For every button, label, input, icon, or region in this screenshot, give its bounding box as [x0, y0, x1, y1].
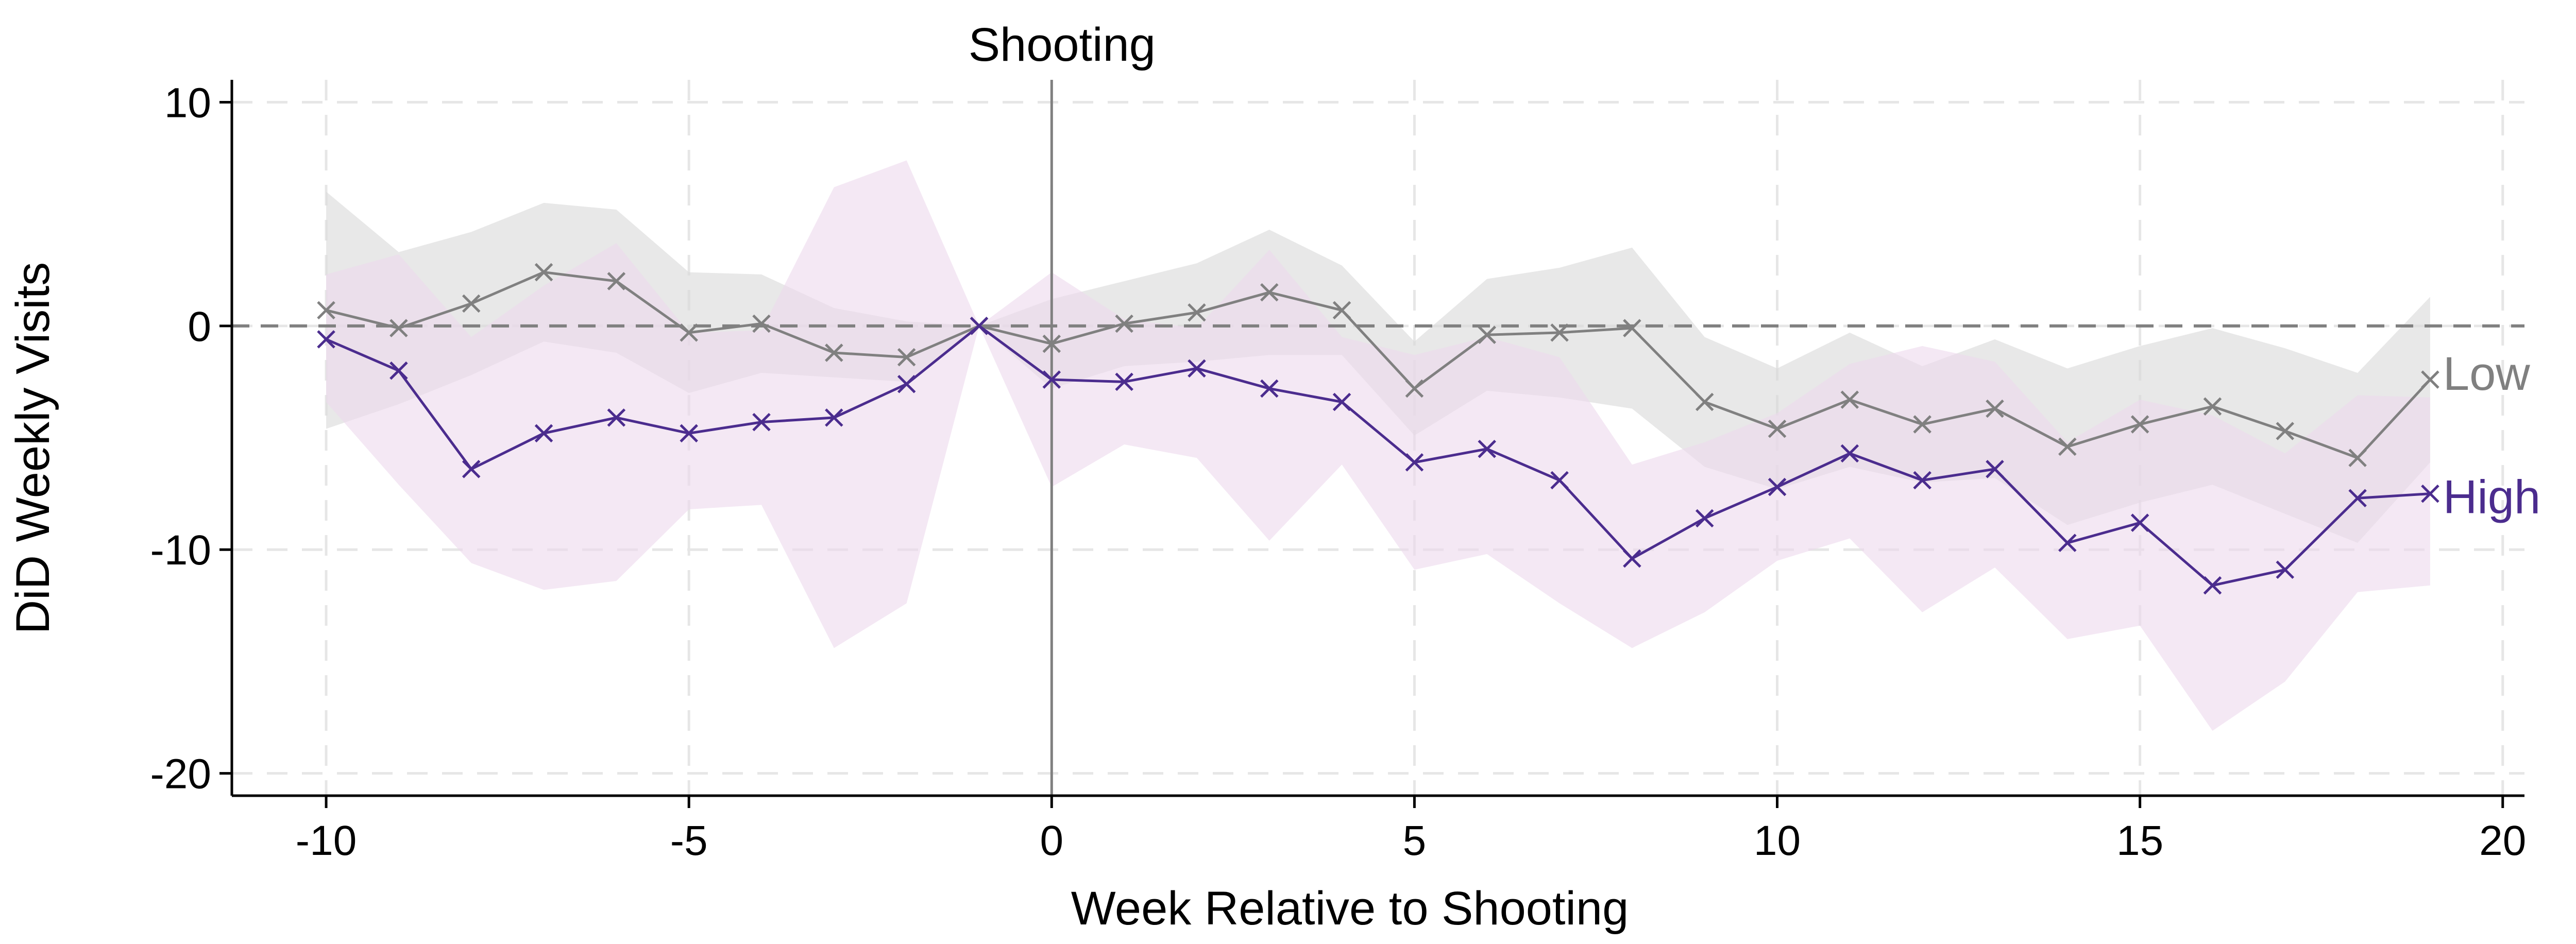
data-point-low: [1768, 419, 1787, 438]
data-point-low: [1550, 323, 1569, 342]
data-point-high: [825, 408, 843, 427]
data-point-low: [825, 344, 843, 362]
series-line-high: [326, 324, 2431, 587]
axes: -10 -5 0 5 10 15 20 10 0 -10 -20: [150, 79, 2526, 864]
ci-band-high: [326, 160, 2430, 731]
data-point-low: [1478, 325, 1496, 344]
data-point-high: [2348, 489, 2367, 508]
x-tick-label: -5: [670, 817, 708, 864]
event-line-label: Shooting: [969, 19, 1156, 71]
data-point-high: [607, 408, 626, 427]
reference-lines: [232, 80, 2524, 796]
data-point-low: [1986, 399, 2004, 418]
data-point-high: [2203, 576, 2222, 595]
data-point-high: [970, 317, 989, 335]
data-point-low: [2348, 449, 2367, 467]
data-point-high: [2276, 560, 2295, 579]
data-point-low: [2130, 415, 2149, 434]
data-point-low: [1840, 390, 1859, 409]
data-point-high: [1768, 477, 1787, 496]
data-point-high: [1695, 509, 1714, 528]
x-tick-label: 15: [2116, 817, 2163, 864]
data-point-high: [1986, 460, 2004, 478]
data-point-high: [1550, 471, 1569, 490]
data-point-low: [317, 301, 335, 320]
data-point-high: [1623, 549, 1641, 568]
data-point-low: [1188, 303, 1206, 322]
data-point-low: [752, 314, 771, 333]
data-point-low: [1405, 379, 1424, 398]
series-line-low: [326, 270, 2431, 460]
data-point-low: [607, 272, 626, 290]
data-point-low: [1623, 319, 1641, 337]
data-point-high: [1332, 392, 1351, 411]
data-point-low: [2203, 397, 2222, 416]
data-point-high: [2058, 534, 2077, 552]
y-axis-title: DiD Weekly Visits: [7, 262, 59, 634]
data-point-low: [1695, 392, 1714, 411]
data-point-high: [1913, 471, 1931, 490]
x-tick-label: 10: [1754, 817, 1801, 864]
data-point-low: [1913, 415, 1931, 434]
data-point-high: [1188, 359, 1206, 378]
data-point-high: [317, 330, 335, 349]
data-point-high: [462, 460, 481, 478]
y-tick-label: 10: [164, 79, 211, 126]
data-point-low: [389, 319, 408, 337]
series-lines: Low High: [317, 263, 2540, 595]
data-point-low: [1260, 283, 1279, 302]
data-point-high: [1405, 453, 1424, 472]
x-tick-label: -10: [296, 817, 357, 864]
confidence-bands: [326, 160, 2430, 731]
data-point-high: [1840, 444, 1859, 463]
data-point-high: [1478, 439, 1496, 458]
x-axis-title: Week Relative to Shooting: [1071, 882, 1629, 935]
data-point-low: [2421, 370, 2439, 389]
y-tick-label: 0: [188, 303, 211, 350]
data-point-low: [897, 348, 916, 367]
data-point-high: [1260, 379, 1279, 398]
data-point-high: [2130, 513, 2149, 532]
data-point-high: [1115, 372, 1133, 391]
data-point-low: [2058, 437, 2077, 456]
data-point-high: [897, 374, 916, 393]
data-point-high: [534, 424, 553, 443]
data-point-low: [462, 294, 481, 313]
data-point-low: [534, 263, 553, 282]
y-tick-label: -10: [150, 527, 211, 574]
x-tick-label: 5: [1403, 817, 1427, 864]
x-tick-label: 0: [1040, 817, 1063, 864]
series-label-low: Low: [2443, 348, 2530, 400]
x-tick-label: 20: [2479, 817, 2526, 864]
data-point-low: [1042, 334, 1061, 353]
y-tick-label: -20: [150, 751, 211, 798]
data-point-low: [1332, 301, 1351, 320]
data-point-high: [389, 361, 408, 380]
data-point-high: [680, 424, 698, 443]
data-point-high: [2421, 484, 2439, 503]
data-point-low: [680, 323, 698, 342]
data-point-high: [1042, 370, 1061, 389]
series-label-high: High: [2443, 471, 2540, 524]
data-point-high: [752, 413, 771, 432]
data-point-low: [1115, 314, 1133, 333]
data-point-low: [2276, 422, 2295, 440]
